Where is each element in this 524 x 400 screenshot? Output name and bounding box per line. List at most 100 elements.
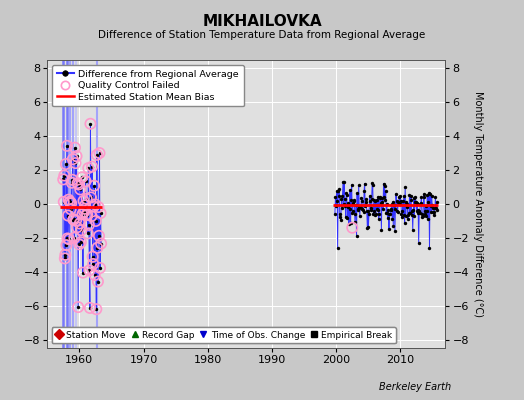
Point xyxy=(97,240,105,247)
Point xyxy=(96,210,105,216)
Point xyxy=(74,181,83,188)
Point xyxy=(366,205,375,211)
Point xyxy=(350,197,358,203)
Point xyxy=(426,190,434,197)
Point xyxy=(389,222,398,229)
Point xyxy=(358,206,367,212)
Point xyxy=(95,233,103,239)
Point xyxy=(369,211,377,218)
Point xyxy=(93,244,102,251)
Point xyxy=(406,210,414,216)
Point xyxy=(335,214,344,220)
Point xyxy=(63,235,72,242)
Point xyxy=(378,199,387,205)
Point xyxy=(398,208,407,215)
Point xyxy=(77,227,85,233)
Point xyxy=(417,200,425,206)
Point xyxy=(62,161,70,167)
Point xyxy=(76,186,84,193)
Point xyxy=(401,184,409,190)
Point xyxy=(354,206,363,213)
Point xyxy=(399,198,407,204)
Point xyxy=(396,192,405,199)
Point xyxy=(416,201,424,207)
Point xyxy=(96,265,104,271)
Point xyxy=(380,193,388,200)
Point xyxy=(78,211,86,217)
Point xyxy=(388,216,396,223)
Point xyxy=(415,208,423,214)
Point xyxy=(66,199,74,205)
Point xyxy=(63,143,71,149)
Point xyxy=(79,270,87,276)
Point xyxy=(84,165,93,171)
Point xyxy=(68,176,77,183)
Point xyxy=(409,227,417,233)
Point xyxy=(94,278,102,285)
Point xyxy=(392,198,401,204)
Point xyxy=(341,196,349,202)
Point xyxy=(359,208,368,215)
Point xyxy=(412,207,421,214)
Point xyxy=(85,222,93,228)
Point xyxy=(68,180,76,186)
Point xyxy=(84,165,93,171)
Point xyxy=(364,208,372,214)
Point xyxy=(61,252,70,258)
Point xyxy=(67,200,75,206)
Point xyxy=(421,203,430,209)
Point xyxy=(81,202,89,208)
Y-axis label: Monthly Temperature Anomaly Difference (°C): Monthly Temperature Anomaly Difference (… xyxy=(473,91,483,317)
Point xyxy=(62,242,71,248)
Point xyxy=(71,160,80,166)
Point xyxy=(87,194,95,201)
Point xyxy=(60,172,69,179)
Point xyxy=(81,202,89,208)
Point xyxy=(97,240,105,247)
Point xyxy=(91,272,99,278)
Point xyxy=(85,267,94,274)
Point xyxy=(333,245,342,251)
Point xyxy=(385,226,393,233)
Point xyxy=(70,234,79,241)
Point xyxy=(87,194,95,201)
Point xyxy=(432,199,441,206)
Point xyxy=(88,213,96,219)
Point xyxy=(352,233,361,239)
Point xyxy=(332,203,340,209)
Point xyxy=(349,200,357,206)
Point xyxy=(365,198,374,204)
Point xyxy=(80,206,89,212)
Point xyxy=(72,218,80,224)
Point xyxy=(79,270,87,276)
Point xyxy=(64,212,72,219)
Point xyxy=(358,198,366,204)
Point xyxy=(88,164,96,170)
Point xyxy=(409,207,418,213)
Point xyxy=(83,211,91,218)
Point xyxy=(89,261,97,267)
Point xyxy=(340,179,348,185)
Point xyxy=(400,220,409,226)
Point xyxy=(72,218,80,224)
Point xyxy=(413,210,422,216)
Point xyxy=(423,192,432,198)
Point xyxy=(71,144,79,151)
Point xyxy=(66,199,74,205)
Point xyxy=(90,182,99,189)
Point xyxy=(82,212,90,218)
Point xyxy=(394,208,402,215)
Point xyxy=(372,197,380,204)
Point xyxy=(433,207,441,213)
Point xyxy=(89,261,97,267)
Point xyxy=(61,255,69,262)
Point xyxy=(368,182,377,188)
Point xyxy=(392,190,400,197)
Point xyxy=(92,306,101,312)
Point xyxy=(360,188,368,194)
Point xyxy=(348,224,356,231)
Point xyxy=(357,195,366,201)
Point xyxy=(72,153,81,159)
Point xyxy=(346,220,355,227)
Point xyxy=(385,211,394,217)
